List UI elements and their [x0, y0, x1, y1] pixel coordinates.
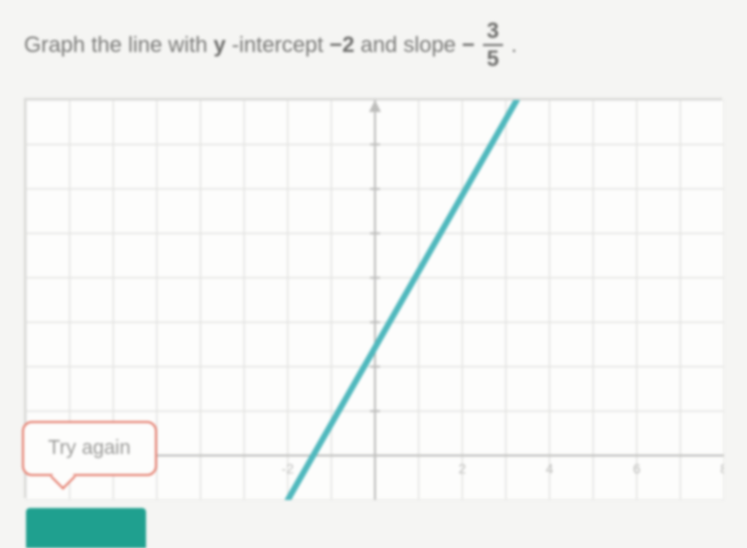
question-prompt: Graph the line with y -intercept −2 and … [24, 20, 723, 70]
prompt-fraction: 3 5 [483, 20, 503, 70]
svg-text:-2: -2 [282, 461, 295, 477]
graph-area[interactable]: -2 2 4 6 8 Try again [24, 98, 722, 498]
prompt-mid1: -intercept [232, 32, 324, 58]
svg-text:4: 4 [546, 461, 554, 477]
svg-text:8: 8 [720, 461, 724, 477]
svg-text:6: 6 [633, 461, 641, 477]
svg-text:2: 2 [458, 461, 466, 477]
fraction-den: 5 [487, 46, 499, 70]
prompt-var: y [213, 32, 225, 58]
prompt-suffix: . [511, 32, 517, 58]
feedback-bubble: Try again [22, 421, 157, 476]
fraction-num: 3 [483, 20, 503, 46]
prompt-b: −2 [329, 32, 354, 58]
prompt-mid2: and slope [361, 32, 456, 58]
prompt-sign: − [462, 32, 475, 58]
feedback-text: Try again [48, 437, 131, 459]
next-button[interactable] [26, 508, 146, 548]
prompt-prefix: Graph the line with [24, 32, 207, 58]
